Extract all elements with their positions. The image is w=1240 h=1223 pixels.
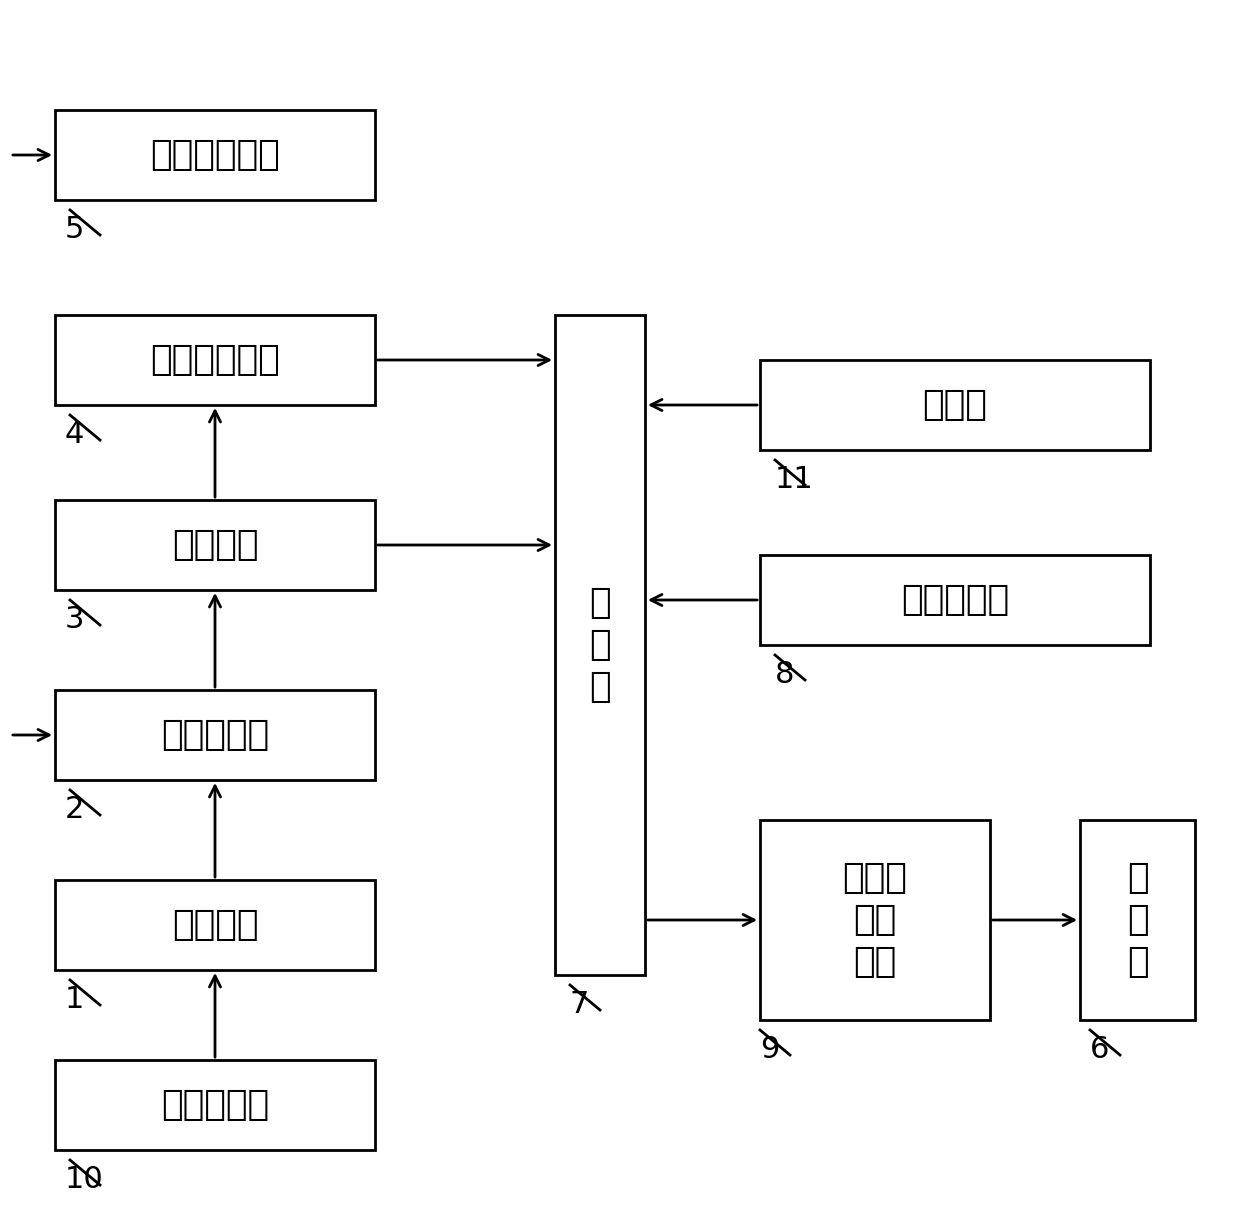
Bar bbox=[55, 316, 374, 405]
Bar bbox=[760, 819, 990, 1020]
Bar bbox=[556, 316, 645, 975]
Text: 6: 6 bbox=[1090, 1035, 1110, 1064]
Text: 降压模块: 降压模块 bbox=[172, 528, 258, 563]
Text: 5: 5 bbox=[64, 215, 84, 245]
Text: 7: 7 bbox=[570, 989, 589, 1019]
Text: 2: 2 bbox=[64, 795, 84, 824]
Bar bbox=[55, 110, 374, 201]
Bar bbox=[760, 360, 1149, 450]
Text: 11: 11 bbox=[775, 465, 813, 494]
Text: 8: 8 bbox=[775, 660, 795, 689]
Text: 电池保护电路: 电池保护电路 bbox=[150, 138, 280, 172]
Bar bbox=[55, 690, 374, 780]
Bar bbox=[1080, 819, 1195, 1020]
Text: 锂离子电池: 锂离子电池 bbox=[161, 718, 269, 752]
Text: 电压传感器: 电压传感器 bbox=[901, 583, 1009, 616]
Text: 电磁阀
驱动
电路: 电磁阀 驱动 电路 bbox=[842, 861, 908, 980]
Text: 定时器: 定时器 bbox=[923, 388, 987, 422]
Bar bbox=[55, 500, 374, 589]
Bar bbox=[55, 1060, 374, 1150]
Text: 红外检测模块: 红外检测模块 bbox=[150, 342, 280, 377]
Text: 稳压模块: 稳压模块 bbox=[172, 907, 258, 942]
Text: 4: 4 bbox=[64, 419, 84, 449]
Bar bbox=[55, 881, 374, 970]
Text: 电
磁
阀: 电 磁 阀 bbox=[1127, 861, 1148, 980]
Text: 10: 10 bbox=[64, 1166, 104, 1194]
Text: 控
制
器: 控 制 器 bbox=[589, 586, 611, 704]
Bar bbox=[760, 555, 1149, 645]
Text: 水轮发电机: 水轮发电机 bbox=[161, 1088, 269, 1121]
Text: 9: 9 bbox=[760, 1035, 780, 1064]
Text: 3: 3 bbox=[64, 605, 84, 634]
Text: 1: 1 bbox=[64, 985, 84, 1014]
